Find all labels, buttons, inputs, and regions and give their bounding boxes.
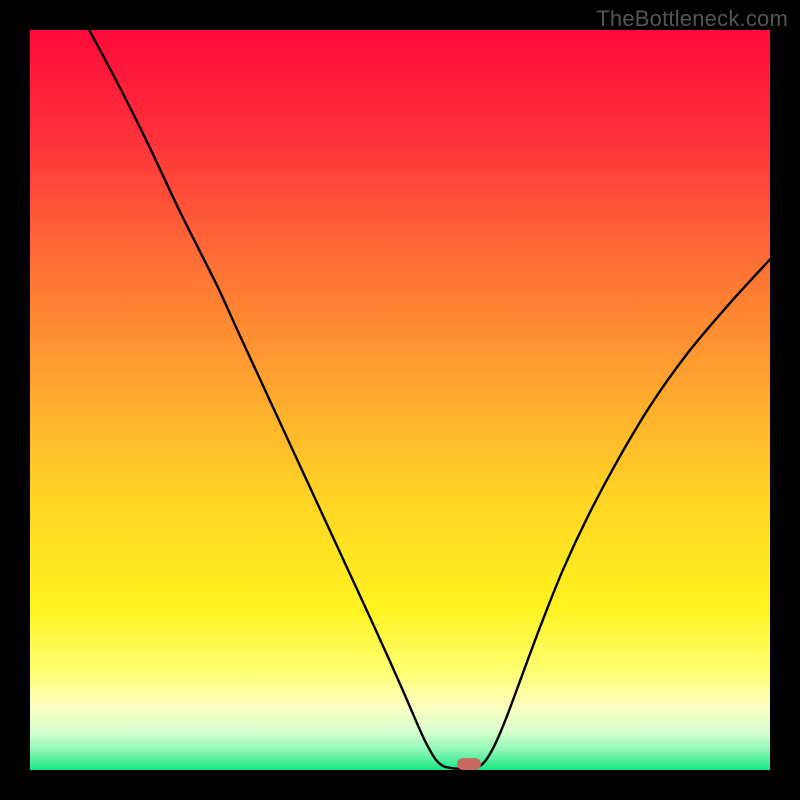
- curve-svg: [30, 30, 770, 770]
- plot-area: [30, 30, 770, 770]
- bottleneck-curve: [89, 30, 770, 769]
- chart-frame: TheBottleneck.com: [0, 0, 800, 800]
- minimum-marker: [457, 758, 481, 770]
- watermark-text: TheBottleneck.com: [596, 6, 788, 32]
